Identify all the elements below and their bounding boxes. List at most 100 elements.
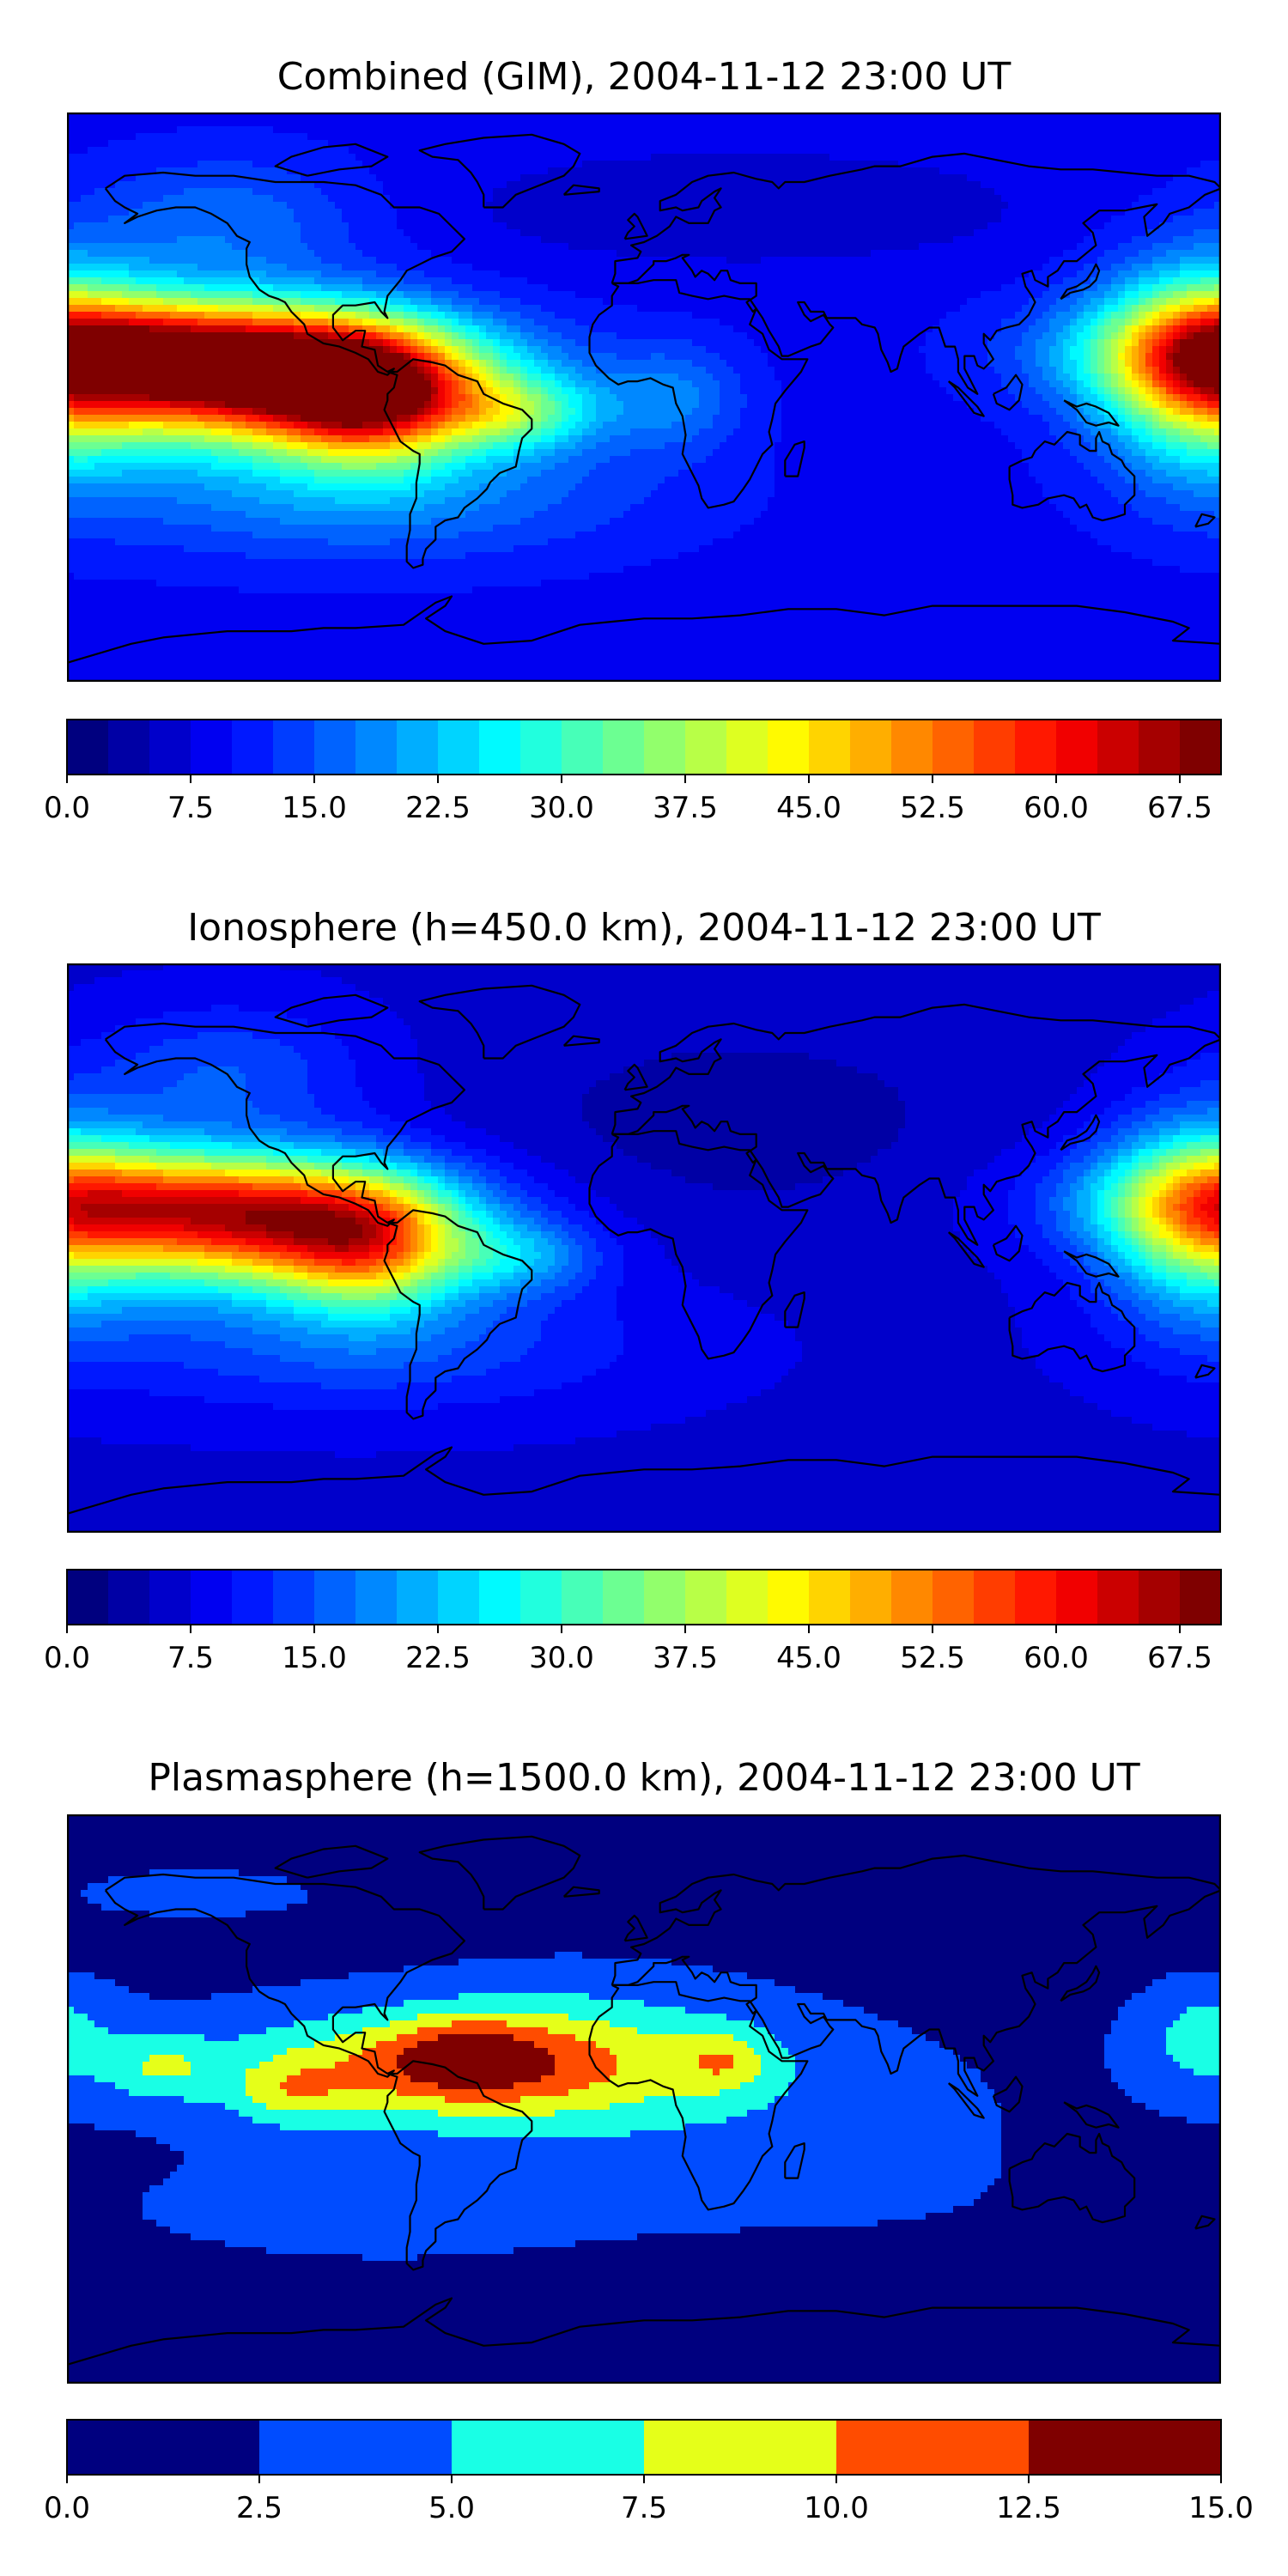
colorbar-segment: [232, 1570, 274, 1625]
colorbar-segment: [232, 720, 274, 775]
colorbar-tick-label: 67.5: [1147, 791, 1212, 825]
panel-2-colorbar: 0.0 7.5 15.0 22.5 30.0 37.5 45.0 52.5 60.0 67.5: [44, 1569, 1222, 1675]
panel-2-title: Ionosphere (h=450.0 km), 2004-11-12 23:0…: [0, 904, 1288, 952]
colorbar-segment: [974, 720, 1016, 775]
coastline-12: [784, 440, 805, 477]
coastline-4: [1008, 1281, 1136, 1373]
coastline-4: [1008, 430, 1136, 522]
coastline-15: [562, 1886, 600, 1898]
colorbar-tick-label: 30.0: [529, 1641, 594, 1675]
colorbar-segment: [149, 720, 191, 775]
colorbar-segment: [1029, 2420, 1222, 2475]
colorbar-tick-label: 52.5: [900, 791, 965, 825]
colorbar-tick-label: 0.0: [44, 791, 90, 825]
coastline-1: [383, 358, 533, 569]
colorbar-tick-label: 5.0: [428, 2491, 475, 2525]
colorbar-tick-label: 60.0: [1024, 1641, 1089, 1675]
colorbar-segment: [355, 1570, 398, 1625]
coastline-1: [383, 2060, 533, 2271]
coastline-2: [588, 1981, 809, 2211]
colorbar-segment: [644, 720, 686, 775]
colorbar-segment: [1015, 1570, 1057, 1625]
coastline-13: [1194, 513, 1216, 528]
coastline-10: [992, 374, 1024, 411]
colorbar-segment: [726, 1570, 769, 1625]
colorbar-segment: [836, 2420, 1030, 2475]
colorbar-tick-label: 7.5: [167, 791, 214, 825]
coastline-8: [1060, 263, 1101, 301]
colorbar-segment: [933, 720, 975, 775]
colorbar-tick-label: 7.5: [621, 2491, 667, 2525]
colorbar-segment: [768, 720, 810, 775]
panel-3-map: [67, 1814, 1221, 2384]
coastline-10: [992, 1224, 1024, 1262]
coastline-13: [1194, 1364, 1216, 1379]
coastline-13: [1194, 2215, 1216, 2230]
colorbar-segment: [933, 1570, 975, 1625]
colorbar-tick-label: 37.5: [653, 1641, 718, 1675]
colorbar-segment: [1139, 1570, 1181, 1625]
colorbar-tick-label: 0.0: [44, 1641, 90, 1675]
coastline-7: [623, 1063, 648, 1091]
colorbar-tick-label: 15.0: [282, 1641, 347, 1675]
colorbar-segment: [850, 720, 892, 775]
colorbar-segment: [891, 1570, 933, 1625]
coastline-10: [992, 2075, 1024, 2113]
coastline-7: [623, 1914, 648, 1942]
colorbar-segment: [314, 720, 356, 775]
colorbar-segment: [809, 1570, 851, 1625]
colorbar-tick-label: 52.5: [900, 1641, 965, 1675]
coastline-6: [67, 595, 1221, 664]
colorbar-tick-label: 12.5: [996, 2491, 1061, 2525]
colorbar-segment: [809, 720, 851, 775]
coastline-7: [623, 212, 648, 240]
colorbar-tick-label: 67.5: [1147, 1641, 1212, 1675]
panel-1-title: Combined (GIM), 2004-11-12 23:00 UT: [0, 53, 1288, 101]
colorbar-segment: [644, 2420, 837, 2475]
colorbar-tick-label: 10.0: [804, 2491, 869, 2525]
coastline-0: [104, 171, 465, 376]
coastline-3: [611, 152, 1221, 395]
coastline-12: [784, 2142, 805, 2179]
colorbar-segment: [438, 720, 480, 775]
colorbar-segment: [397, 720, 439, 775]
colorbar-tick-label: 0.0: [44, 2491, 90, 2525]
coastline-11: [1063, 399, 1120, 427]
colorbar-tick-label: 7.5: [167, 1641, 214, 1675]
colorbar-segment: [1180, 1570, 1222, 1625]
coastline-12: [784, 1291, 805, 1328]
coastline-14: [274, 993, 389, 1028]
coastline-8: [1060, 1114, 1101, 1151]
colorbar-segment: [67, 720, 109, 775]
colorbar-segment: [479, 1570, 521, 1625]
coastline-0: [104, 1873, 465, 2078]
colorbar-segment: [603, 1570, 645, 1625]
colorbar-tick-label: 2.5: [236, 2491, 283, 2525]
colorbar-segment: [1056, 1570, 1098, 1625]
panel-3-colorbar: 0.0 2.5 5.0 7.5 10.0 12.5 15.0: [44, 2419, 1254, 2525]
colorbar-tick-label: 15.0: [1188, 2491, 1254, 2525]
coastline-2: [588, 279, 809, 509]
coastline-11: [1063, 1250, 1120, 1278]
colorbar-segment: [1056, 720, 1098, 775]
colorbar-tick-label: 45.0: [776, 791, 841, 825]
colorbar-segment: [850, 1570, 892, 1625]
coastline-9: [947, 1231, 985, 1268]
coastline-5: [418, 133, 581, 209]
coastline-1: [383, 1209, 533, 1420]
colorbar-tick-label: 30.0: [529, 791, 594, 825]
colorbar-segment: [520, 1570, 562, 1625]
colorbar-segment: [768, 1570, 810, 1625]
colorbar-segment: [191, 1570, 233, 1625]
colorbar-segment: [685, 720, 727, 775]
colorbar-segment: [1097, 720, 1139, 775]
panel-1-colorbar: 0.0 7.5 15.0 22.5 30.0 37.5 45.0 52.5 60.0 67.5: [44, 719, 1222, 825]
colorbar-segment: [562, 720, 604, 775]
colorbar-segment: [562, 1570, 604, 1625]
colorbar-segment: [479, 720, 521, 775]
coastline-11: [1063, 2101, 1120, 2129]
coastline-2: [588, 1130, 809, 1360]
colorbar-segment: [191, 720, 233, 775]
coastline-8: [1060, 1965, 1101, 2002]
colorbar-segment: [520, 720, 562, 775]
